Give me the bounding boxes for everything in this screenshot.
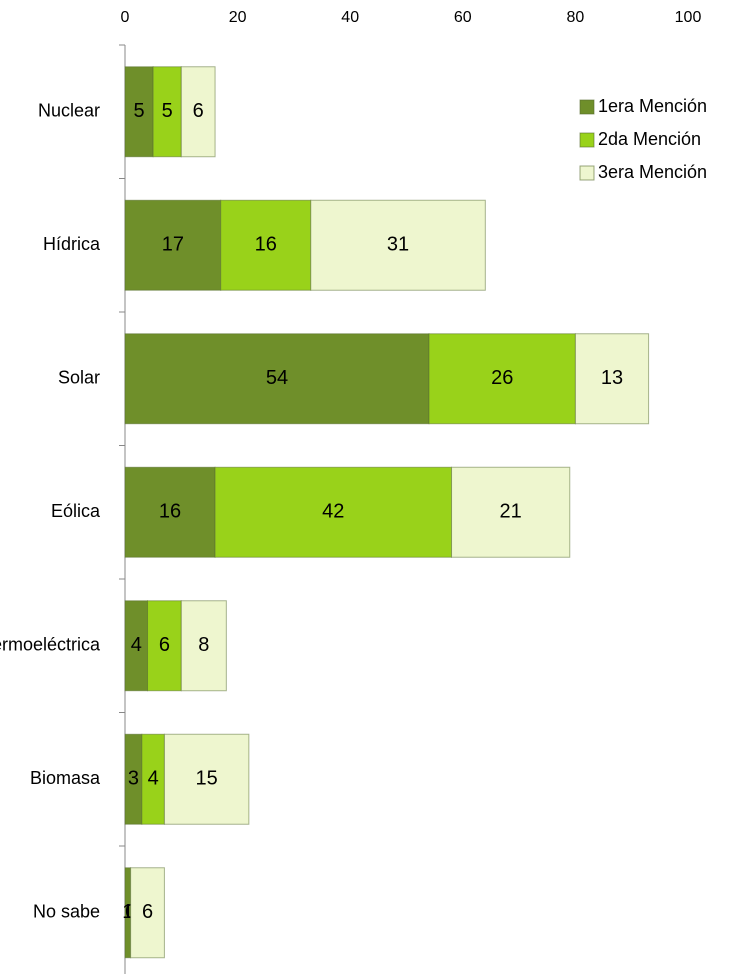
bar-segment <box>124 333 430 425</box>
y-tick-label: Nuclear <box>38 101 100 121</box>
bar-segment <box>180 600 227 692</box>
data-label: 6 <box>142 901 153 923</box>
data-label: 8 <box>198 634 209 656</box>
data-label: 31 <box>387 234 409 256</box>
data-label: 13 <box>601 367 623 389</box>
data-label: 1 <box>122 901 133 923</box>
data-label: 6 <box>159 634 170 656</box>
x-tick-label: 20 <box>229 9 247 26</box>
legend-label: 3era Mención <box>598 162 707 182</box>
x-tick-label: 40 <box>341 9 359 26</box>
bar-segment <box>214 466 453 558</box>
legend-swatch <box>579 165 595 181</box>
data-label: 16 <box>159 501 181 523</box>
data-label: 42 <box>322 501 344 523</box>
bar-segment <box>180 66 216 158</box>
data-label: 16 <box>255 234 277 256</box>
data-label: 26 <box>491 367 513 389</box>
bar-segment <box>310 199 486 291</box>
y-tick-label: No sabe <box>33 902 100 922</box>
legend-label: 1era Mención <box>598 96 707 116</box>
bar-segment <box>130 867 165 959</box>
data-label: 21 <box>500 501 522 523</box>
y-tick-label: Eólica <box>51 501 101 521</box>
bar-segment <box>451 466 571 558</box>
x-tick-label: 60 <box>454 9 472 26</box>
bar-segment <box>574 333 650 425</box>
data-label: 6 <box>193 100 204 122</box>
legend-swatch <box>579 132 595 148</box>
y-tick-label: Biomasa <box>30 768 101 788</box>
x-tick-label: 0 <box>121 9 130 26</box>
data-label: 17 <box>162 234 184 256</box>
y-tick-label: Solar <box>58 368 100 388</box>
data-label: 5 <box>134 100 145 122</box>
x-tick-label: 80 <box>567 9 585 26</box>
legend-label: 2da Mención <box>598 129 701 149</box>
data-label: 15 <box>196 768 218 790</box>
x-tick-label: 100 <box>675 9 702 26</box>
legend-swatch <box>579 99 595 115</box>
data-label: 5 <box>162 100 173 122</box>
bar-segment <box>428 333 576 425</box>
bar-segment <box>124 66 154 158</box>
data-label: 3 <box>128 768 139 790</box>
y-tick-label: Geotermoeléctrica <box>0 635 101 655</box>
y-tick-label: Hídrica <box>43 234 101 254</box>
bar-segment <box>163 733 250 825</box>
bar-segment <box>147 600 182 692</box>
bar-segment <box>152 66 182 158</box>
data-label: 54 <box>266 367 288 389</box>
data-label: 4 <box>148 768 159 790</box>
data-label: 4 <box>131 634 142 656</box>
